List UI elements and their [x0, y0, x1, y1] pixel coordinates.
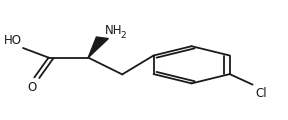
Text: O: O [27, 81, 36, 94]
Text: NH: NH [105, 24, 123, 37]
Text: 2: 2 [121, 31, 126, 40]
Text: HO: HO [4, 34, 22, 47]
Polygon shape [88, 37, 108, 58]
Text: Cl: Cl [255, 87, 267, 100]
